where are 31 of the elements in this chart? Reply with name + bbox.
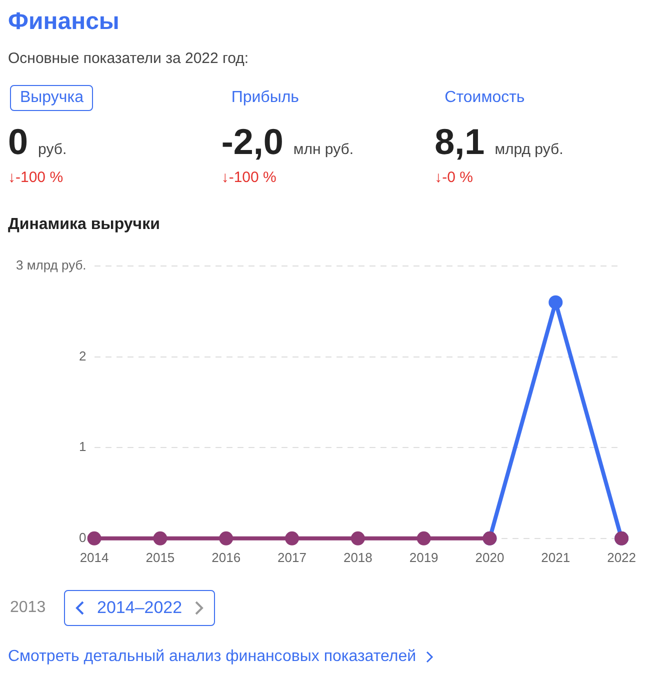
text: ↓-0 % (434, 169, 474, 186)
text: ↓-100 % (221, 169, 278, 186)
text: Выручка (10, 85, 94, 111)
x-tick-label: 2019 (409, 550, 438, 565)
text: руб. (38, 141, 67, 158)
text: 8,1 (434, 121, 485, 162)
text: млн руб. (293, 141, 354, 158)
text: млрд руб. (494, 141, 564, 158)
text: Смотреть детальный анализ финансовых показателей (8, 648, 418, 666)
text: Основные показатели за 2022 год: (8, 50, 250, 67)
text: 0 (8, 121, 28, 162)
x-tick-label: 2022 (607, 550, 636, 565)
y-tick-label: 0 (79, 530, 86, 545)
text: -2,0 (221, 121, 284, 162)
x-tick-label: 2015 (146, 550, 175, 565)
text: Стоимость (444, 88, 526, 108)
text: Финансы (8, 8, 120, 36)
x-tick-label: 2021 (541, 550, 570, 565)
x-tick-label: 2020 (475, 550, 504, 565)
x-tick-label: 2016 (212, 550, 241, 565)
text: ↓-100 % (8, 169, 64, 186)
text: Прибыль (230, 88, 300, 108)
x-tick-label: 2014 (80, 550, 109, 565)
y-tick-label: 3 млрд руб. (16, 258, 86, 273)
x-tick-label: 2017 (278, 550, 306, 565)
x-tick-label: 2018 (343, 550, 372, 565)
text: 2013 (10, 599, 47, 617)
chart-title: Динамика выручки (8, 216, 161, 234)
text: 2014–2022 (64, 590, 216, 626)
y-tick-label: 1 (79, 439, 86, 454)
y-tick-label: 2 (79, 348, 86, 364)
